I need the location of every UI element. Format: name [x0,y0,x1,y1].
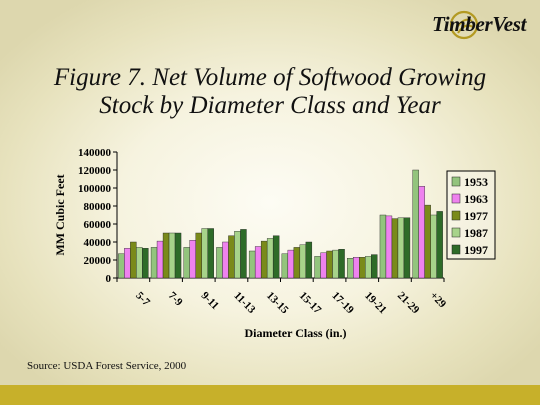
x-tick-label: 15-17 [297,290,324,317]
bar-1987-11-13 [234,230,241,279]
bar-1977-17-19 [326,250,333,279]
x-tick-label: 11-13 [231,290,258,317]
bar-1953-7-9 [150,247,158,279]
x-tick-label: +29 [428,290,449,311]
bar-1963-17-19 [320,252,327,279]
bar-1997-11-13 [240,229,247,279]
bar-1963-+29 [418,185,425,279]
legend-swatch-1963 [451,193,461,204]
legend-swatch-1987 [451,227,461,238]
bar-1953-13-15 [248,250,256,279]
bar-1953-+29 [412,169,419,279]
x-tick-label: 19-21 [362,290,389,317]
y-tick-label: 120000 [78,165,112,177]
x-tick-label: 17-19 [329,290,356,317]
bar-1997-21-29 [403,217,411,279]
bar-1997-7-9 [174,232,182,279]
y-tick-label: 140000 [78,147,112,159]
x-tick-label: 13-15 [264,290,291,317]
legend-label: 1977 [464,209,488,223]
bar-1977-5-7 [130,241,137,279]
bar-1977-9-11 [195,232,202,279]
bar-1977-13-15 [260,240,268,279]
bar-1963-21-29 [385,215,393,279]
bar-1963-11-13 [222,241,229,279]
x-axis-label: Diameter Class (in.) [244,326,346,340]
bar-1953-19-21 [347,258,354,279]
bar-1987-7-9 [168,232,176,279]
bar-1977-7-9 [162,232,170,279]
bar-1977-15-17 [293,247,301,279]
x-tick-label: 9-11 [199,290,221,312]
bar-1953-21-29 [379,214,387,279]
bar-1977-11-13 [228,235,235,279]
bar-1987-15-17 [299,244,307,279]
bar-1987-13-15 [266,238,274,279]
y-tick-label: 60000 [84,219,112,231]
chart-title-line-1: Figure 7. Net Volume of Softwood Growing [53,64,487,91]
bar-1977-+29 [424,204,431,279]
bottom-bar [0,385,540,405]
bar-1963-19-21 [353,257,360,279]
bar-1963-13-15 [254,246,262,279]
brand-name: TimberVest [432,12,527,36]
y-axis-label: MM Cubic Feet [53,174,67,255]
bar-1963-7-9 [156,240,164,279]
bar-1977-19-21 [359,257,366,279]
bar-1987-21-29 [397,217,405,279]
legend-label: 1963 [464,192,488,206]
bar-1987-17-19 [332,249,339,279]
legend-swatch-1977 [451,210,461,221]
legend-label: 1987 [464,226,488,240]
bar-1987-+29 [430,214,437,279]
bar-1997-19-21 [371,254,378,279]
y-tick-label: 0 [106,273,112,285]
y-tick-label: 100000 [78,183,112,195]
x-tick-label: 7-9 [166,290,185,309]
bar-1997-15-17 [305,241,313,279]
bar-1987-5-7 [136,247,143,279]
bar-1987-9-11 [201,228,208,279]
y-tick-label: 40000 [84,237,112,249]
bar-1977-21-29 [391,218,399,279]
bar-1953-11-13 [216,247,223,279]
y-tick-label: 20000 [84,255,112,267]
legend-swatch-1997 [451,244,461,255]
bar-1963-9-11 [189,239,196,279]
chart-title: Figure 7. Net Volume of Softwood Growing… [0,64,540,120]
bar-1997-5-7 [142,248,149,279]
bar-1953-9-11 [183,247,190,279]
bar-1963-15-17 [287,249,295,279]
bar-1953-5-7 [118,253,125,279]
legend-swatch-1953 [451,176,461,187]
legend-label: 1953 [464,175,488,189]
bar-1997-9-11 [207,228,214,279]
chart-title-line-2: Stock by Diameter Class and Year [99,92,441,119]
bar-1987-19-21 [365,256,372,279]
bar-1997-+29 [436,211,443,279]
source-note: Source: USDA Forest Service, 2000 [27,360,187,372]
y-tick-label: 80000 [84,201,112,213]
bar-1997-17-19 [338,248,345,279]
bar-1997-13-15 [272,235,280,279]
bar-1953-17-19 [314,256,321,279]
timbervest-logo-icon [449,10,479,40]
legend-label: 1997 [464,243,488,257]
x-tick-label: 21-29 [395,290,422,317]
bar-1963-5-7 [124,248,131,279]
x-tick-label: 5-7 [133,290,152,309]
bar-1953-15-17 [281,253,289,279]
